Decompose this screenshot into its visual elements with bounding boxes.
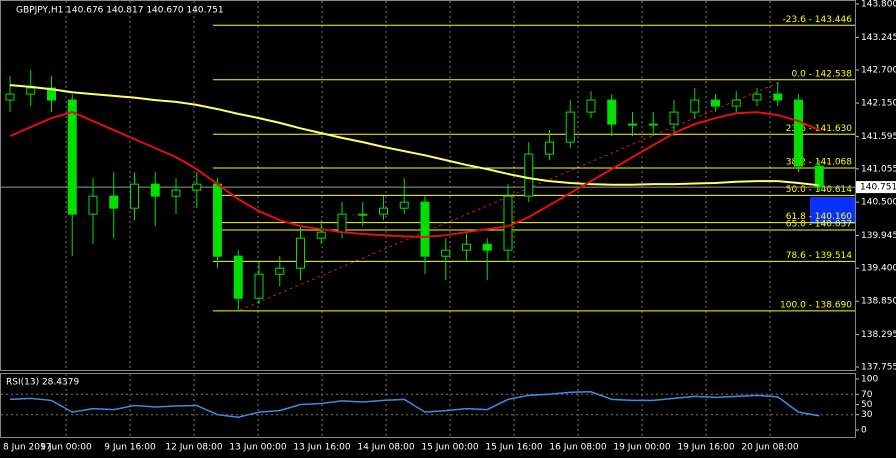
candle-body [648,123,658,126]
x-tick-label: 19 Jun 00:00 [613,443,670,453]
y-tick-label: 140.500 [861,198,896,208]
y-tick-label: 141.055 [861,164,896,174]
y-tick-label: 139.945 [861,231,896,241]
trend-line [239,81,781,311]
candle-body [296,237,305,269]
y-tick-label: 141.595 [861,132,896,142]
x-tick-label: 20 Jun 08:00 [741,443,798,453]
candle-body [233,255,243,299]
candle-body [358,213,368,216]
candle-body [462,243,471,251]
x-tick-label: 14 Jun 08:00 [357,443,414,453]
candle-body [441,249,451,257]
header: GBPJPY,H1 140.676 140.817 140.670 140.75… [16,6,224,16]
candle-body [607,99,617,125]
x-tick-label: 15 Jun 00:00 [421,443,478,453]
fib-label: 0.0 - 142.538 [792,69,853,79]
candle-body [399,201,409,209]
fib-label: 23.6 - 141.630 [786,124,852,134]
candle-body [524,153,534,197]
candle-body [711,99,720,107]
current-price-box [856,181,896,194]
candle-body [690,99,700,113]
x-tick-label: 13 Jun 00:00 [229,443,286,453]
y-tick-label: 138.850 [861,297,896,307]
candle-body [130,183,139,209]
candle-body [316,231,326,239]
x-tick-label: 13 Jun 16:00 [293,443,350,453]
candle-body [545,141,554,155]
candle-body [773,93,783,101]
candle-body [150,183,160,197]
y-tick-label: 142.700 [861,66,896,76]
fib-label: -23.6 - 143.446 [783,15,853,25]
candle-body [669,111,679,125]
x-tick-label: 12 Jun 08:00 [165,443,222,453]
price-pane [0,0,856,371]
candle-body [814,165,824,188]
candle-body [503,195,513,251]
x-tick-label: 8 Jun 2017 [3,443,51,453]
candle-body [171,189,181,197]
candle-body [337,213,347,233]
y-tick-label: 143.800 [861,0,896,10]
candle-body [420,201,430,257]
rsi-tick-label: 100 [861,375,878,385]
x-tick-label: 15 Jun 16:00 [485,443,542,453]
y-tick-label: 137.755 [861,363,896,373]
candle-body [275,267,285,275]
fib-label: 65.0 - 140.037 [786,219,852,229]
fib-label: 100.0 - 138.690 [780,300,852,310]
candle-body [26,87,36,95]
x-tick-label: 9 Jun 00:00 [40,443,92,453]
x-tick-label: 16 Jun 08:00 [549,443,606,453]
x-tick-label: 9 Jun 16:00 [104,443,156,453]
candle-body [379,207,388,215]
rsi-tick-label: 70 [861,390,873,400]
candle-body [794,99,803,167]
candle-body [628,123,637,126]
candle-body [5,93,15,101]
rsi-tick-label: 30 [861,410,873,420]
candle-body [88,195,98,215]
y-tick-label: 143.245 [861,33,896,43]
y-tick-label: 138.295 [861,330,896,340]
x-tick-label: 19 Jun 16:00 [677,443,734,453]
y-tick-label: 142.150 [861,99,896,109]
y-tick-label: 139.400 [861,264,896,274]
candle-body [47,87,56,101]
rsi-tick-label: 50 [861,400,873,410]
rsi-title: RSI(13) 28.4379 [6,378,79,388]
candle-body [752,93,762,101]
rsi-line [9,390,820,419]
candle-body [192,183,202,191]
fib-label: 61.8 - 140.160 [786,212,852,222]
candle-body [109,195,119,209]
candle-body [731,99,741,107]
current-price-label: 140.751 [860,183,896,193]
candle-body [565,111,575,143]
candle-body [254,273,264,299]
rsi-pane [0,373,856,438]
candle-body [586,99,596,113]
fib-label: 78.6 - 139.514 [786,251,852,261]
selection-box [810,197,855,224]
moving-average [9,111,820,238]
rsi-tick-label: 0 [861,426,867,436]
candle-body [482,243,492,251]
candle-body [213,183,222,257]
candle-body [67,99,77,215]
moving-average [9,84,820,187]
